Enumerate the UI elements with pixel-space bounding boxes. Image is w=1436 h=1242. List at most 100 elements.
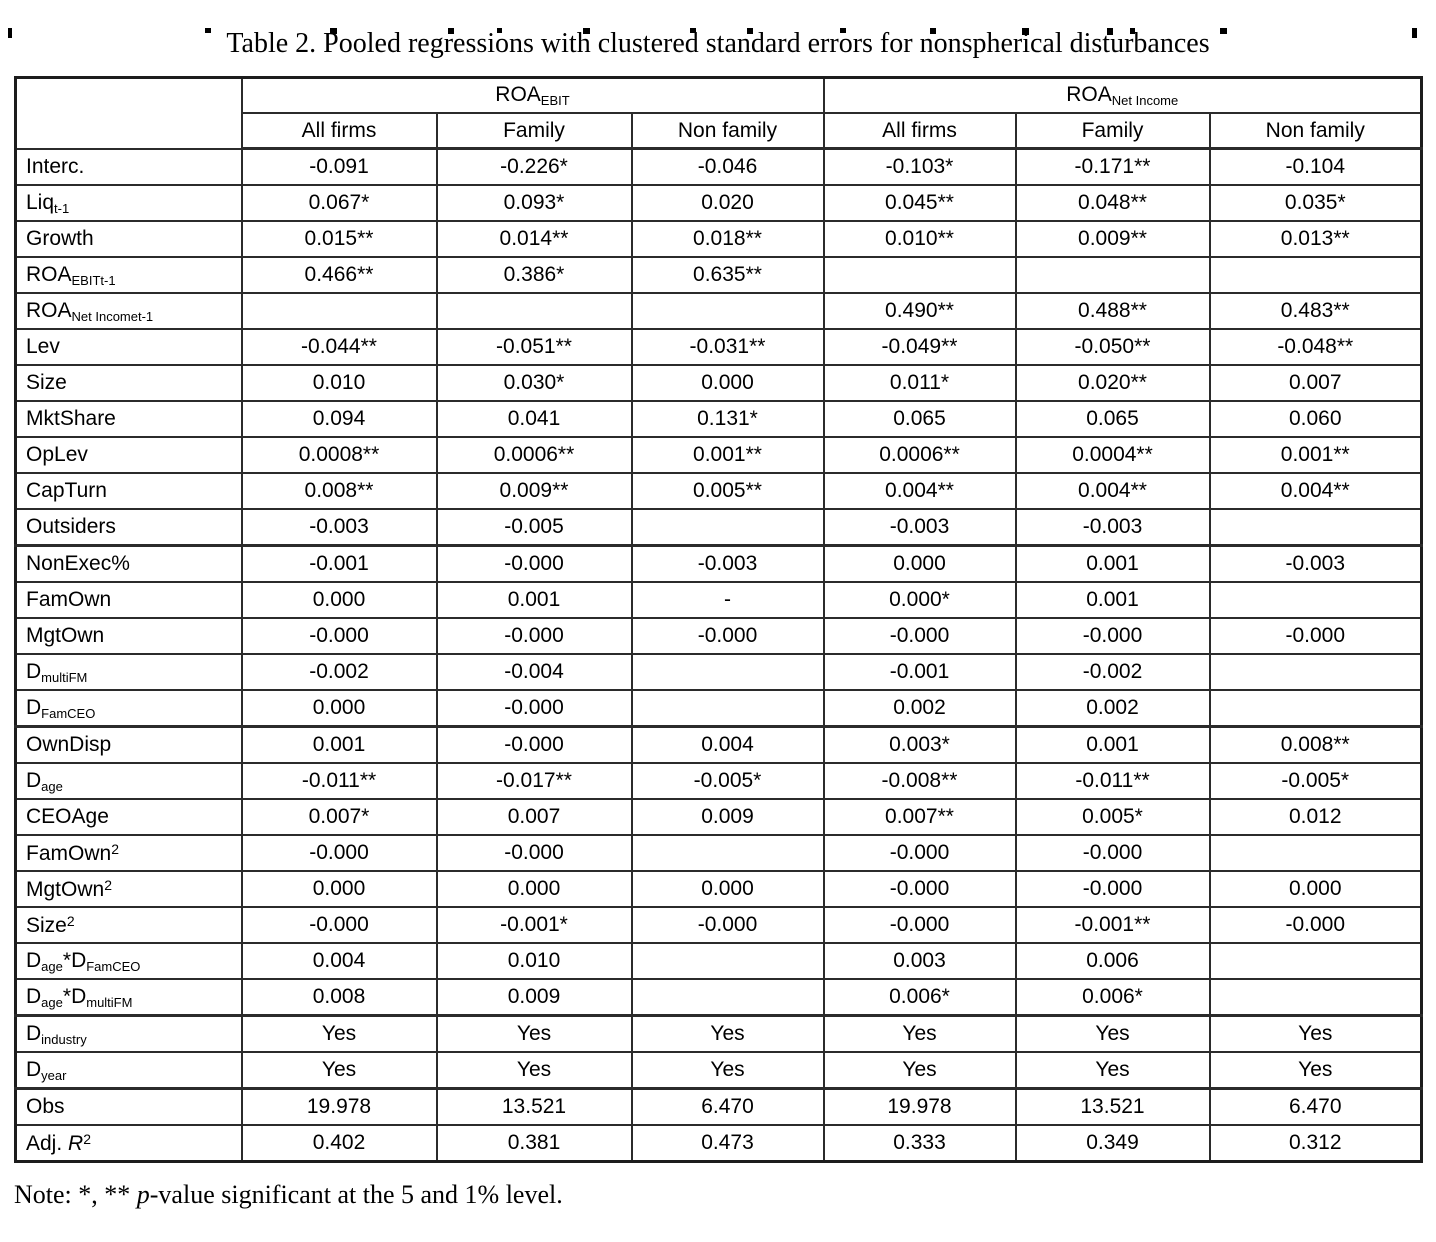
value-cell: 0.009**: [435, 472, 633, 510]
column-header-1: Family: [435, 112, 633, 150]
value-cell: [1208, 689, 1423, 728]
table-header: ROAEBIT ROANet Income All firms Family Non f…: [14, 76, 1423, 150]
label-segment: D: [26, 1057, 42, 1081]
label-segment: Outsiders: [26, 515, 116, 538]
value-cell: -0.050**: [1014, 328, 1211, 366]
value-cell: 0.000: [240, 581, 438, 619]
row-label: ROANet Incomet-1: [14, 292, 243, 330]
value-cell: [1208, 508, 1423, 547]
value-cell: -0.000: [1014, 834, 1211, 872]
value-cell: 0.002: [1014, 689, 1211, 728]
value-cell: 0.0004**: [1014, 436, 1211, 474]
label-segment: D: [26, 659, 42, 683]
value-cell: -0.049**: [822, 328, 1017, 366]
value-cell: 0.000: [630, 364, 825, 402]
table-row: ROANet Incomet-1 0.490** 0.488** 0.483**: [14, 292, 1423, 330]
value-cell: 0.000*: [822, 581, 1017, 619]
label-segment: NonExec%: [26, 552, 130, 575]
label-segment: 2: [104, 876, 112, 893]
value-cell: 0.005*: [1014, 798, 1211, 836]
value-cell: 0.018**: [630, 220, 825, 258]
value-cell: 0.012: [1208, 798, 1423, 836]
value-cell: [1208, 834, 1423, 872]
value-cell: 6.470: [1208, 1087, 1423, 1126]
value-cell: 0.004: [240, 942, 438, 980]
value-cell: -0.000: [1208, 906, 1423, 944]
value-cell: -0.000: [630, 617, 825, 655]
value-cell: 0.004**: [822, 472, 1017, 510]
value-cell: -0.171**: [1014, 147, 1211, 186]
value-cell: 0.011*: [822, 364, 1017, 402]
label-segment: 2: [111, 840, 119, 857]
value-cell: [240, 292, 438, 330]
label-segment: OpLev: [26, 443, 88, 466]
label-segment: Adj.: [26, 1131, 69, 1155]
value-cell: 0.005**: [630, 472, 825, 510]
value-cell: -0.001: [822, 653, 1017, 691]
table-row: DFamCEO 0.000 -0.000 0.002 0.002: [14, 689, 1423, 728]
label-segment: EBIT: [540, 93, 570, 108]
row-label: Dage*DmultiFM: [14, 978, 243, 1017]
value-cell: -0.226*: [435, 147, 633, 186]
value-cell: Yes: [630, 1051, 825, 1090]
label-segment: MktShare: [26, 407, 116, 430]
column-header-2: Non family: [630, 112, 825, 150]
row-label: OpLev: [14, 436, 243, 474]
column-header-3: All firms: [822, 112, 1017, 150]
label-segment: multiFM: [41, 669, 88, 685]
value-cell: 0.635**: [630, 256, 825, 294]
label-segment: CEOAge: [26, 805, 109, 828]
value-cell: -0.104: [1208, 147, 1423, 186]
value-cell: 0.009: [435, 978, 633, 1017]
table-row: NonExec% -0.001 -0.000 -0.003 0.000 0.001 -0.0…: [14, 544, 1423, 583]
footnote-suffix: -value significant at the 5 and 1% level…: [149, 1180, 563, 1209]
value-cell: -0.003: [1208, 544, 1423, 583]
label-segment: D: [26, 1021, 42, 1045]
value-cell: 0.014**: [435, 220, 633, 258]
value-cell: 0.349: [1014, 1124, 1211, 1163]
value-cell: [1208, 942, 1423, 980]
table-row: Size2 -0.000 -0.001* -0.000 -0.000 -0.001** -0…: [14, 906, 1423, 944]
label-segment: age: [41, 778, 63, 794]
value-cell: 0.002: [822, 689, 1017, 728]
value-cell: -0.000: [240, 617, 438, 655]
value-cell: 0.007: [1208, 364, 1423, 402]
value-cell: -0.002: [1014, 653, 1211, 691]
label-segment: industry: [41, 1031, 87, 1047]
value-cell: 0.000: [240, 689, 438, 728]
value-cell: [1208, 653, 1423, 691]
value-cell: 0.466**: [240, 256, 438, 294]
label-segment: EBITt-1: [71, 272, 116, 288]
table-row: Liqt-1 0.067* 0.093* 0.020 0.045** 0.048** 0.0…: [14, 184, 1423, 222]
value-cell: 0.381: [435, 1124, 633, 1163]
value-cell: Yes: [822, 1051, 1017, 1090]
table-row: CEOAge 0.007* 0.007 0.009 0.007** 0.005* 0.012: [14, 798, 1423, 836]
label-segment: ROA: [1066, 83, 1112, 106]
value-cell: -0.001*: [435, 906, 633, 944]
value-cell: [630, 508, 825, 547]
row-label: Dyear: [14, 1051, 243, 1090]
label-segment: *: [62, 984, 72, 1008]
value-cell: -0.000: [822, 906, 1017, 944]
value-cell: 0.008**: [1208, 725, 1423, 764]
value-cell: 0.000: [630, 870, 825, 908]
value-cell: 0.009**: [1014, 220, 1211, 258]
row-label: MktShare: [14, 400, 243, 438]
table-row: Outsiders -0.003 -0.005 -0.003 -0.003: [14, 508, 1423, 547]
value-cell: [822, 256, 1017, 294]
value-cell: -0.000: [240, 834, 438, 872]
value-cell: [435, 292, 633, 330]
value-cell: 19.978: [822, 1087, 1017, 1126]
value-cell: -0.044**: [240, 328, 438, 366]
label-segment: D: [26, 948, 42, 972]
value-cell: 0.001**: [630, 436, 825, 474]
value-cell: [630, 653, 825, 691]
value-cell: 0.483**: [1208, 292, 1423, 330]
column-header-0: All firms: [240, 112, 438, 150]
label-segment: D: [26, 768, 42, 792]
value-cell: Yes: [1014, 1014, 1211, 1053]
value-cell: -0.000: [822, 870, 1017, 908]
table-title: Table 2. Pooled regressions with cluster…: [226, 28, 1210, 59]
value-cell: -: [630, 581, 825, 619]
value-cell: -0.103*: [822, 147, 1017, 186]
